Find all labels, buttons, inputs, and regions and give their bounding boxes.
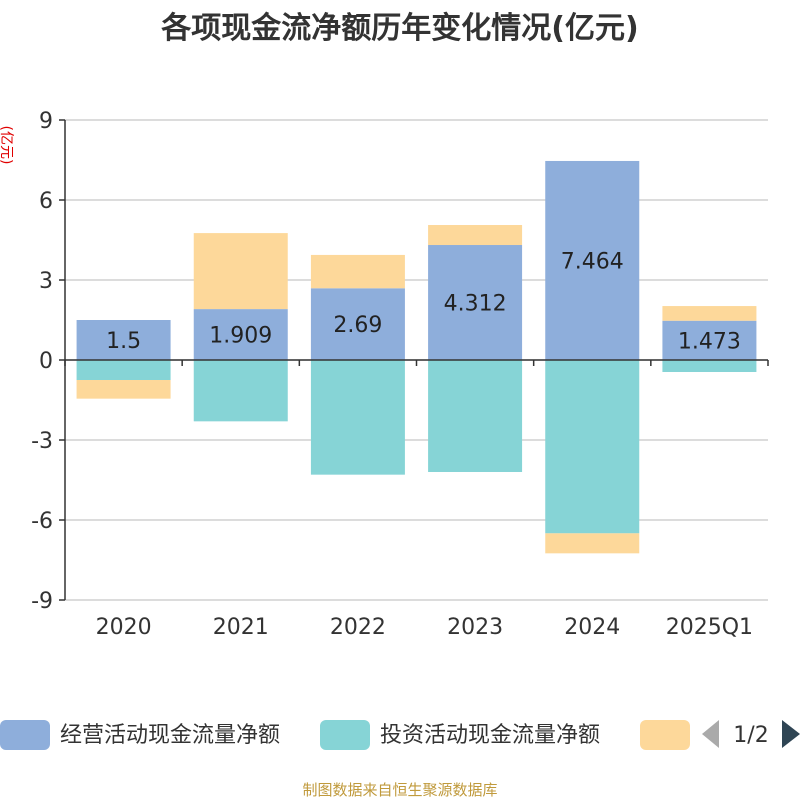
bar-series1[interactable] (662, 320, 757, 360)
legend-page-indicator: 1/2 (733, 723, 768, 748)
bar-series3[interactable] (193, 233, 288, 310)
data-label: 4.312 (444, 292, 507, 317)
legend-swatch[interactable] (320, 720, 370, 750)
legend-swatch[interactable] (640, 720, 690, 750)
x-tick-label: 2023 (447, 615, 503, 640)
y-tick-label: -3 (31, 429, 53, 454)
chevron-left-icon[interactable] (702, 720, 719, 748)
x-tick-label: 2020 (96, 615, 152, 640)
x-tick-label: 2024 (564, 615, 620, 640)
y-tick-label: 9 (39, 109, 53, 134)
bar-series3[interactable] (428, 225, 523, 246)
bar-series1[interactable] (545, 160, 640, 360)
bar-series2[interactable] (76, 360, 171, 380)
bar-series2[interactable] (662, 360, 757, 372)
bar-series3[interactable] (545, 533, 640, 554)
data-label: 1.909 (209, 324, 272, 349)
y-tick-label: -6 (31, 509, 53, 534)
bar-series2[interactable] (545, 360, 640, 534)
bar-series2[interactable] (193, 360, 288, 422)
chevron-right-icon[interactable] (782, 720, 800, 748)
chart-title: 各项现金流净额历年变化情况(亿元) (160, 11, 638, 46)
bar-series2[interactable] (428, 360, 523, 472)
data-label: 1.473 (678, 329, 741, 354)
data-label: 2.69 (333, 313, 382, 338)
bar-series1[interactable] (193, 309, 288, 360)
bar-series3[interactable] (310, 254, 405, 289)
data-label: 7.464 (561, 249, 624, 274)
legend-label[interactable]: 经营活动现金流量净额 (60, 723, 280, 748)
legend-label[interactable]: 投资活动现金流量净额 (380, 723, 600, 748)
y-axis-label: (亿元) (0, 126, 14, 165)
bar-series1[interactable] (76, 320, 171, 360)
bar-series2[interactable] (310, 360, 405, 475)
legend-swatch[interactable] (0, 720, 50, 750)
bar-series1[interactable] (428, 245, 523, 360)
y-tick-label: 6 (39, 189, 53, 214)
bar-series3[interactable] (662, 306, 757, 321)
data-label: 1.5 (106, 329, 141, 354)
y-tick-label: 3 (39, 269, 53, 294)
y-tick-label: -9 (31, 589, 53, 614)
y-tick-label: 0 (39, 349, 53, 374)
source-note: 制图数据来自恒生聚源数据库 (302, 781, 497, 799)
x-tick-label: 2021 (213, 615, 269, 640)
bar-series1[interactable] (310, 288, 405, 360)
x-tick-label: 2025Q1 (666, 615, 753, 640)
bar-series3[interactable] (76, 380, 171, 399)
x-tick-label: 2022 (330, 615, 386, 640)
